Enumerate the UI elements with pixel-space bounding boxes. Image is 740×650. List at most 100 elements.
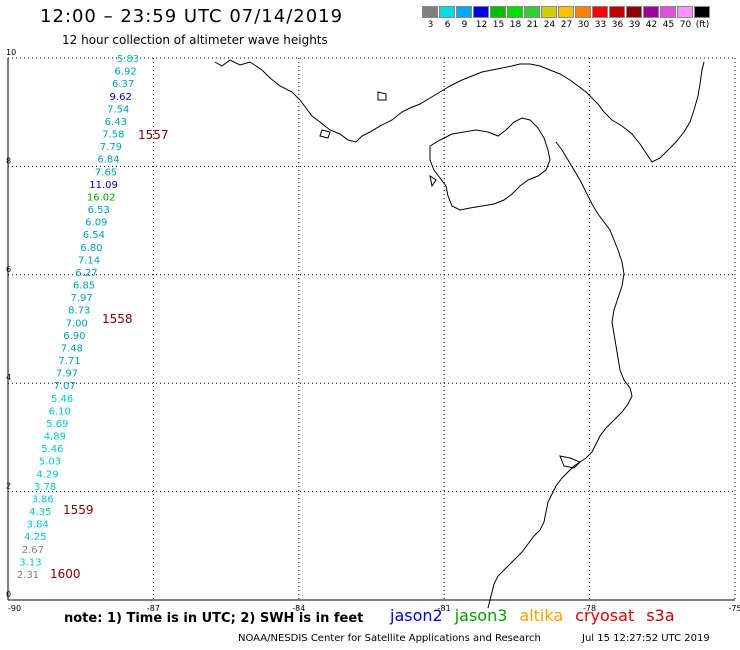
wave-height-label: 16.02 [87,192,116,203]
credit-text: NOAA/NESDIS Center for Satellite Applica… [238,633,541,644]
legend-swatch [677,6,693,18]
coastline [214,59,705,609]
axis-labels: -90 -87 -84 -81 -78 -75 0 2 4 6 8 10 [6,48,740,613]
wave-height-label: 6.09 [85,218,107,229]
wave-height-label: 6.37 [112,79,134,90]
wave-height-label: 9.62 [110,92,132,103]
wave-height-label: 8.73 [68,306,90,317]
wave-height-label: 5.83 [117,54,139,65]
time-label: 1557 [138,128,169,142]
coastline-north [214,59,705,163]
wave-height-label: 11.09 [89,180,118,191]
generated-time: Jul 15 12:27:52 UTC 2019 [582,633,710,644]
legend-label: 45 [662,20,675,30]
wave-height-label: 6.80 [80,243,102,254]
wave-height-label: 6.85 [73,281,95,292]
x-tick-label: -84 [292,604,305,613]
time-label: 1558 [102,312,133,326]
legend-swatch [694,6,710,18]
coastline-gulf [429,117,551,211]
wave-height-label: 5.46 [41,444,63,455]
color-legend: 3 6 9 12 15 18 21 24 27 30 33 36 39 42 45 70 (ft) [422,6,711,30]
legend-label: 39 [628,20,641,30]
legend-swatch [626,6,642,18]
time-label: 1600 [50,567,81,581]
wave-height-label: 3.13 [19,557,41,568]
x-tick-label: -81 [438,604,451,613]
legend-swatches [422,6,711,18]
legend-label: 30 [577,20,590,30]
map-title: 12:00 – 23:59 UTC 07/14/2019 [40,6,344,27]
y-tick-label: 6 [6,265,11,274]
wave-height-label: 2.67 [22,545,44,556]
wave-height-label: 4.25 [24,532,46,543]
wave-height-label: 6.43 [105,117,127,128]
wave-height-label: 4.35 [29,507,51,518]
wave-height-label: 5.03 [39,457,61,468]
time-labels: 1557 1558 1559 1600 [50,128,169,581]
legend-label: 42 [645,20,658,30]
wave-height-label: 6.53 [88,205,110,216]
map-grid [7,57,736,601]
wave-height-label: 3.86 [32,494,54,505]
wave-height-label: 7.58 [102,130,124,141]
wave-height-label: 7.00 [66,318,88,329]
x-tick-label: -75 [728,604,740,613]
legend-label: 6 [444,20,451,30]
legend-label: 3 [427,20,434,30]
wave-height-label: 7.14 [78,255,100,266]
legend-swatch [660,6,676,18]
wave-height-label: 4.29 [36,469,58,480]
legend-swatch [456,6,472,18]
wave-height-label: 5.69 [46,419,68,430]
x-tick-label: -87 [147,604,160,613]
legend-label: 27 [560,20,573,30]
legend-swatch [592,6,608,18]
island-4 [559,455,581,469]
legend-label: 9 [461,20,468,30]
wave-height-label: 6.92 [114,67,136,78]
observation-labels: 5.83 6.926.37 9.627.54 6.43 7.587.79 6.847.65… [17,54,139,581]
y-tick-label: 2 [6,482,11,491]
island-1 [377,91,387,101]
y-tick-label: 0 [6,590,11,599]
wave-height-label: 3.78 [34,482,56,493]
wave-height-label: 7.65 [95,167,117,178]
map-subtitle: 12 hour collection of altimeter wave hei… [62,33,328,47]
legend-swatch [643,6,659,18]
wave-height-label: 6.90 [63,331,85,342]
legend-swatch [575,6,591,18]
y-tick-label: 4 [6,373,11,382]
wave-height-label: 5.46 [51,394,73,405]
wave-height-label: 6.27 [75,268,97,279]
legend-labels: 3 6 9 12 15 18 21 24 27 30 33 36 39 42 45 70 (ft) [422,20,711,30]
wave-height-label: 4.89 [44,432,66,443]
wave-height-label: 7.79 [100,142,122,153]
island-3 [319,129,331,139]
x-tick-label: -78 [583,604,596,613]
wave-height-label: 2.31 [17,570,39,581]
legend-label: 21 [526,20,539,30]
wave-height-label: 6.54 [83,230,105,241]
wave-height-label: 7.54 [107,104,129,115]
legend-swatch [507,6,523,18]
legend-swatch [439,6,455,18]
legend-swatch [558,6,574,18]
legend-swatch [490,6,506,18]
satellite-label: s3a [646,606,675,625]
legend-swatch [541,6,557,18]
satellite-legend: jason2 jason3 altika cryosat s3a [390,606,687,625]
legend-label: (ft) [695,20,710,30]
y-tick-label: 10 [6,48,16,57]
legend-swatch [524,6,540,18]
legend-label: 24 [543,20,556,30]
legend-label: 33 [594,20,607,30]
island-2 [429,174,437,188]
coastline-west [487,141,633,609]
legend-label: 36 [611,20,624,30]
satellite-label: jason2 [390,606,443,625]
legend-label: 70 [679,20,692,30]
legend-label: 15 [492,20,505,30]
satellite-label: cryosat [575,606,635,625]
